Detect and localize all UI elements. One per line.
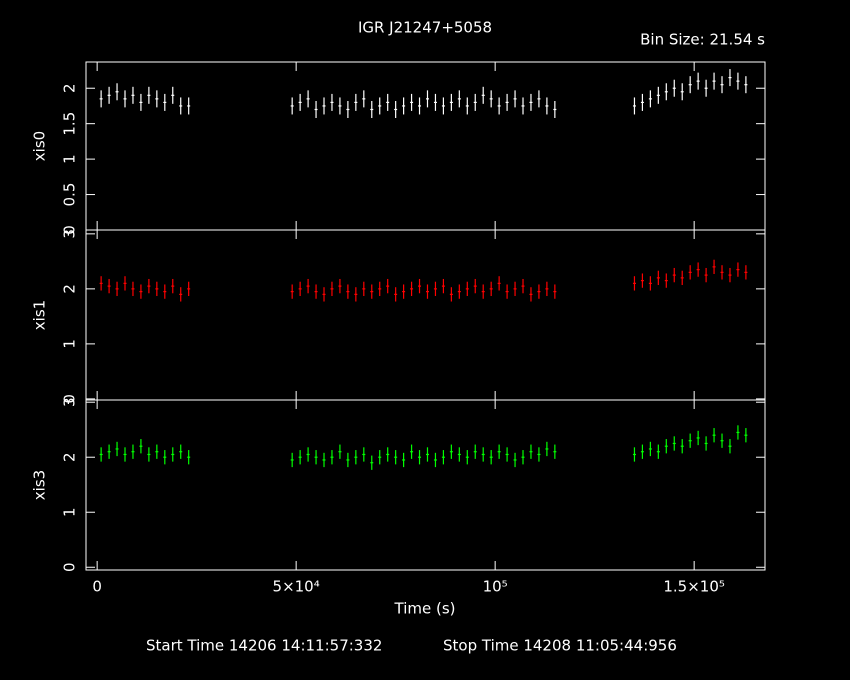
y-tick-label: 0: [61, 394, 79, 404]
start-time: Start Time 14206 14:11:57:332: [146, 637, 382, 655]
y-tick-label: 0: [61, 562, 79, 572]
y-tick-label: 2: [61, 83, 79, 93]
x-tick-label: 0: [92, 578, 102, 596]
y-tick-label: 1: [61, 339, 79, 349]
chart-title: IGR J21247+5058: [358, 19, 492, 37]
y-tick-label: 2: [61, 284, 79, 294]
y-tick-label: 1: [61, 507, 79, 517]
y-tick-label: 3: [61, 229, 79, 239]
y-tick-label: 1.5: [61, 112, 79, 136]
y-tick-label: 0.5: [61, 183, 79, 207]
y-tick-label: 2: [61, 452, 79, 462]
x-tick-label: 1.5×10⁵: [663, 578, 725, 596]
x-axis-label: Time (s): [394, 600, 456, 618]
panel-frame: [85, 399, 766, 571]
bin-size: Bin Size: 21.54 s: [640, 31, 765, 49]
y-axis-label: xis3: [31, 470, 49, 500]
y-tick-label: 0: [61, 225, 79, 235]
x-tick-label: 10⁵: [483, 578, 508, 596]
y-tick-label: 3: [61, 397, 79, 407]
y-tick-label: 1: [61, 154, 79, 164]
x-tick-label: 5×10⁴: [273, 578, 320, 596]
y-axis-label: xis0: [31, 131, 49, 161]
stop-time: Stop Time 14208 11:05:44:956: [443, 637, 677, 655]
y-axis-label: xis1: [31, 300, 49, 330]
